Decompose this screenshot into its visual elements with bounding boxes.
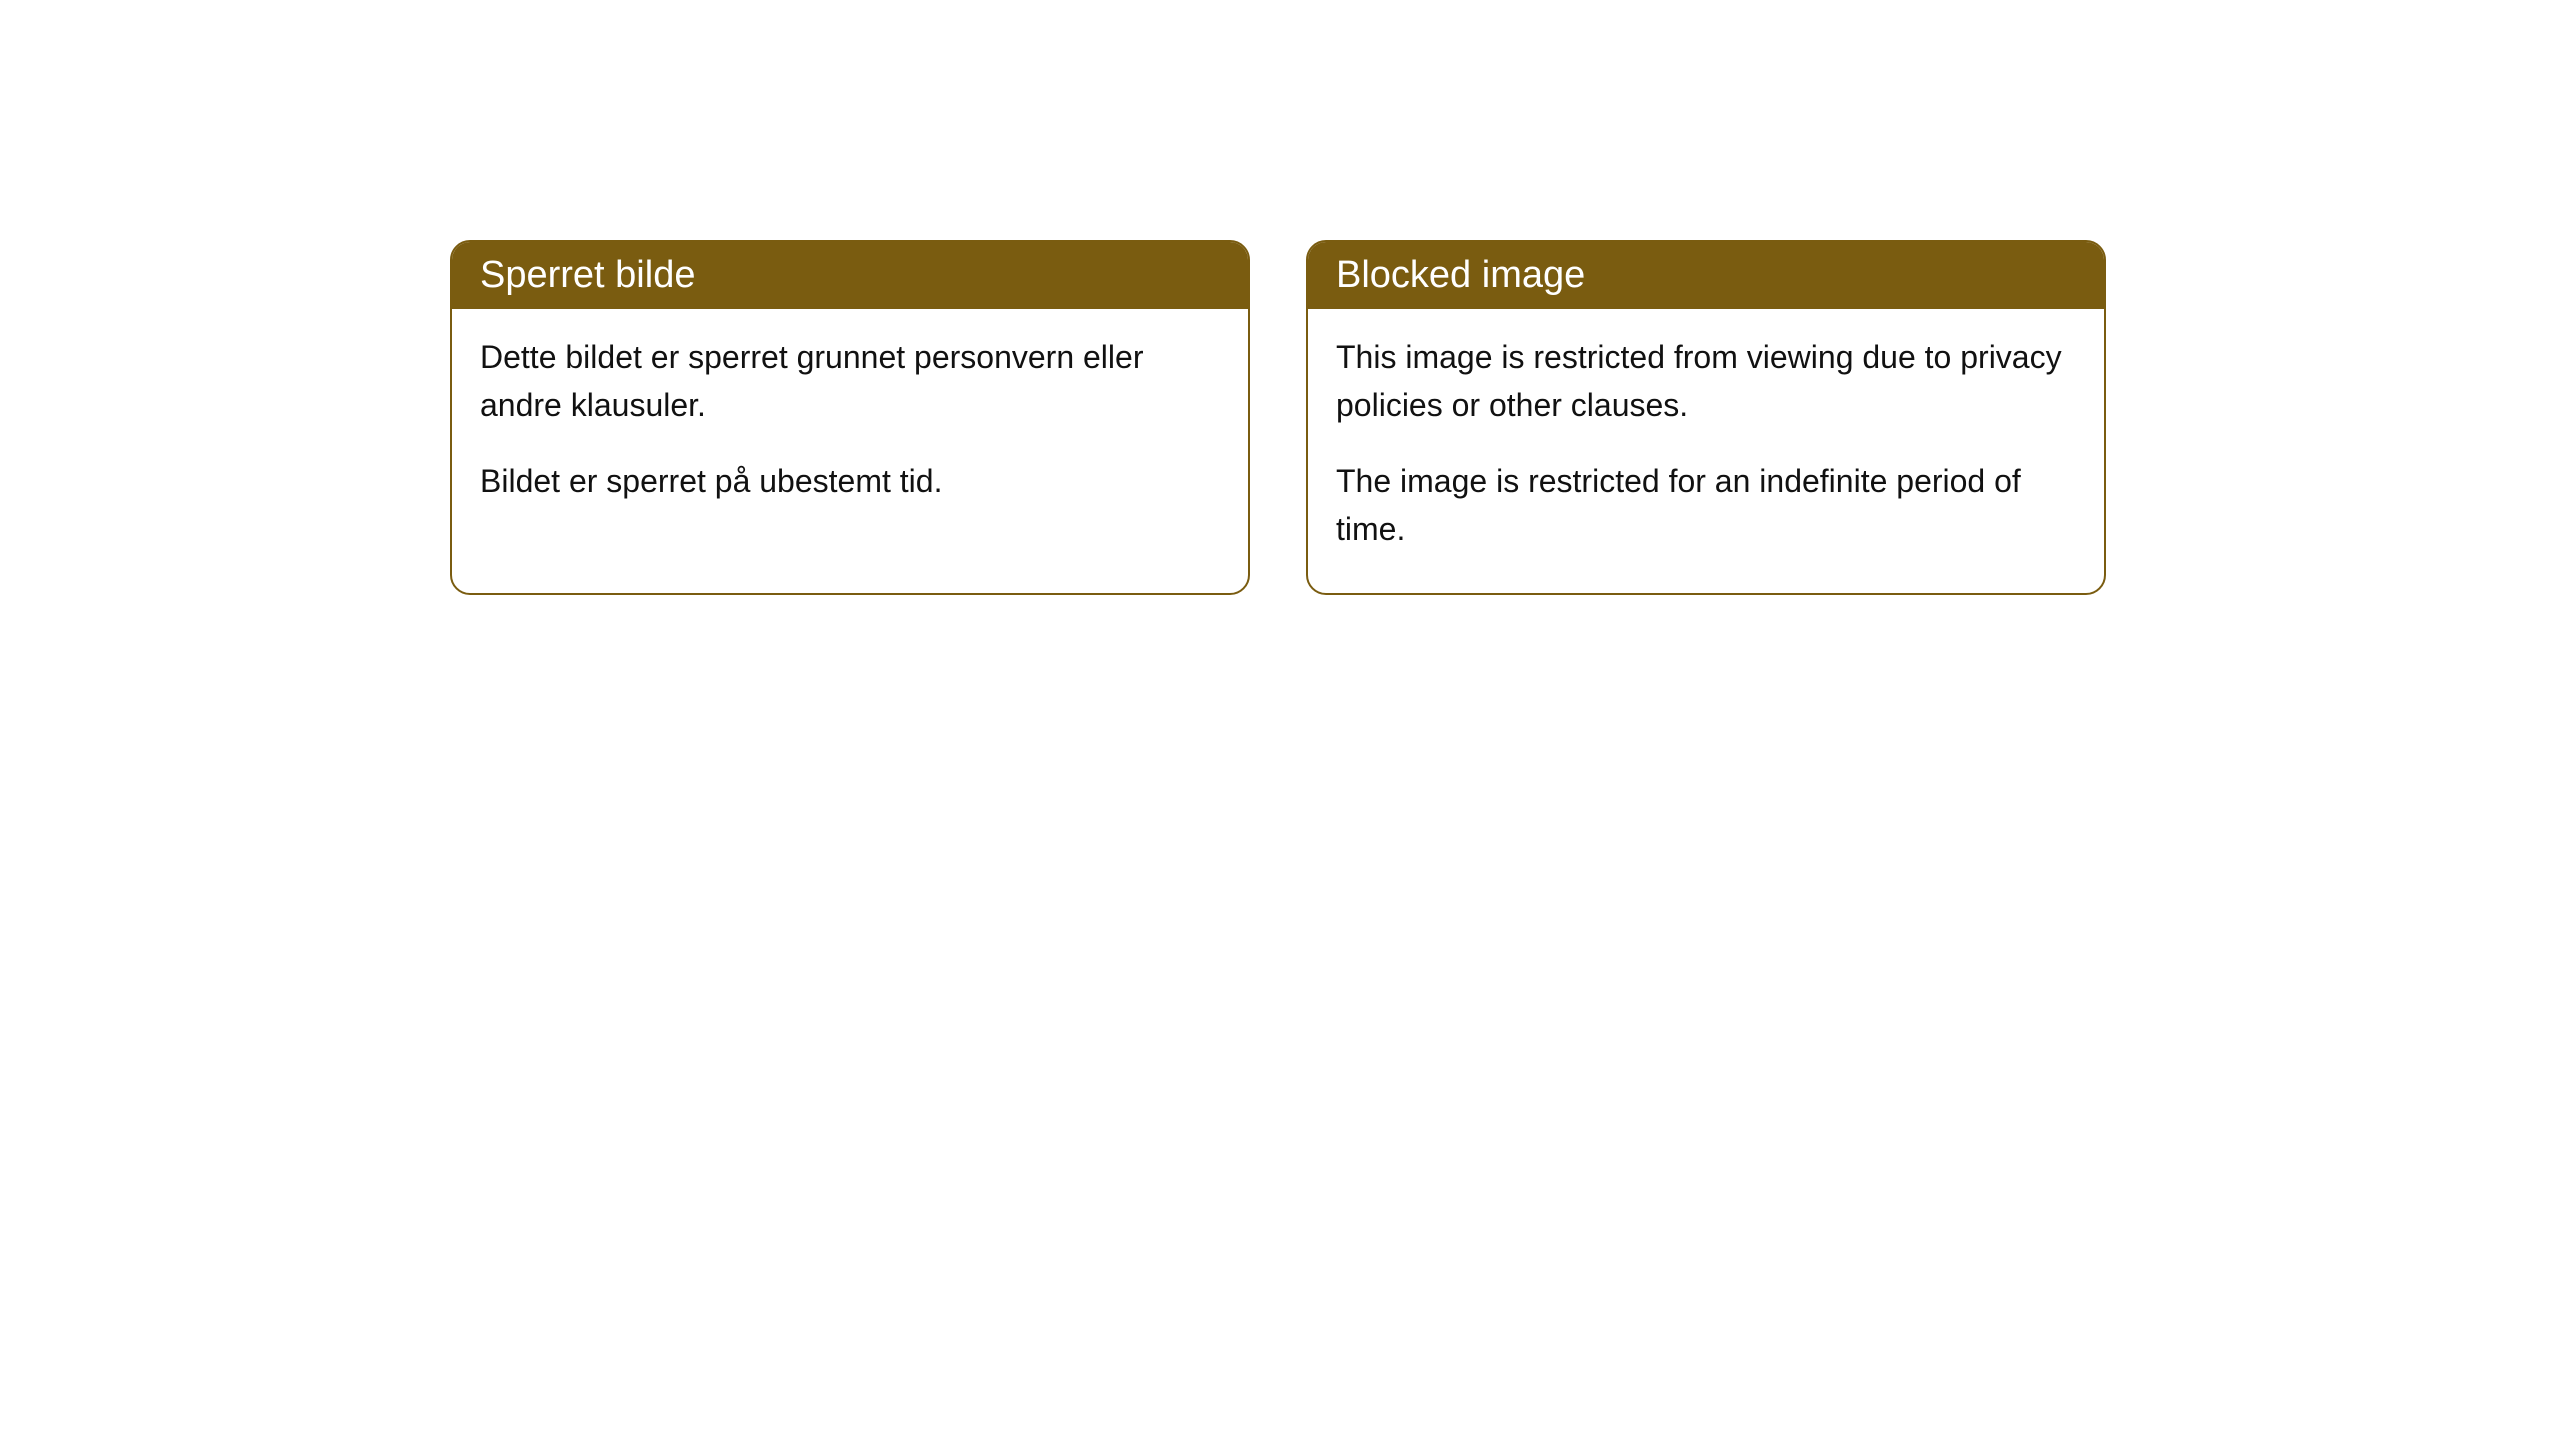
card-header: Sperret bilde	[452, 242, 1248, 309]
card-paragraph: Bildet er sperret på ubestemt tid.	[480, 457, 1220, 505]
card-title: Sperret bilde	[480, 254, 695, 296]
card-paragraph: This image is restricted from viewing du…	[1336, 333, 2076, 429]
card-paragraph: Dette bildet er sperret grunnet personve…	[480, 333, 1220, 429]
notice-cards-container: Sperret bilde Dette bildet er sperret gr…	[0, 0, 2560, 595]
card-header: Blocked image	[1308, 242, 2104, 309]
card-title: Blocked image	[1336, 254, 1585, 296]
card-body: Dette bildet er sperret grunnet personve…	[452, 309, 1248, 545]
card-paragraph: The image is restricted for an indefinit…	[1336, 457, 2076, 553]
notice-card-norwegian: Sperret bilde Dette bildet er sperret gr…	[450, 240, 1250, 595]
notice-card-english: Blocked image This image is restricted f…	[1306, 240, 2106, 595]
card-body: This image is restricted from viewing du…	[1308, 309, 2104, 593]
